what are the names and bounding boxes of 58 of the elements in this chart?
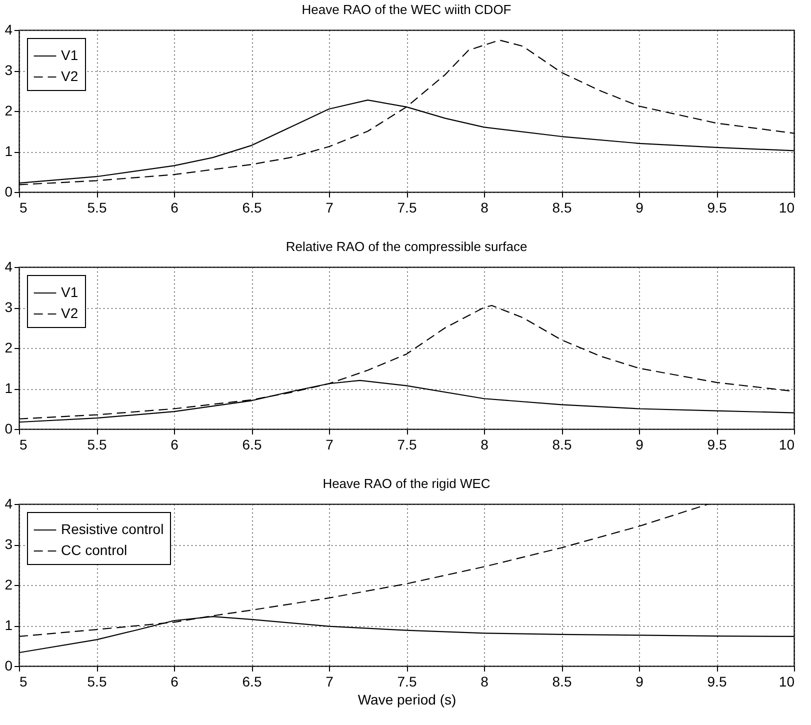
x-tick-label: 6.5	[242, 436, 262, 452]
x-tick-label: 10	[778, 200, 795, 216]
x-tick-label: 9.5	[707, 674, 727, 690]
y-tick-label: 3	[4, 62, 13, 78]
y-tick-label: 2	[4, 340, 13, 356]
x-tick-label: 9	[636, 674, 644, 690]
x-tick-label: 5.5	[87, 200, 107, 216]
y-tick-label: 3	[4, 536, 13, 552]
x-tick-label: 8	[480, 674, 489, 690]
y-tick-label: 1	[4, 617, 13, 633]
legend-label: V2	[61, 305, 78, 321]
x-tick-label: 9	[636, 200, 644, 216]
x-tick-label: 5.5	[87, 436, 107, 452]
x-tick-label: 7.5	[397, 674, 417, 690]
y-tick-label: 4	[4, 22, 13, 38]
y-tick-label: 2	[4, 576, 13, 592]
x-tick-label: 5.5	[87, 674, 107, 690]
chart-title: Heave RAO of the rigid WEC	[322, 476, 490, 491]
x-tick-label: 5	[20, 674, 28, 690]
x-tick-label: 6.5	[242, 200, 262, 216]
x-tick-label: 9	[636, 436, 644, 452]
x-tick-label: 5	[20, 436, 28, 452]
y-tick-label: 4	[4, 258, 13, 274]
x-tick-label: 6	[170, 674, 179, 690]
legend-label: V2	[61, 68, 78, 84]
y-tick-label: 1	[4, 380, 13, 396]
x-tick-label: 9.5	[707, 200, 727, 216]
x-tick-label: 7	[326, 436, 334, 452]
x-tick-label: 6	[170, 436, 179, 452]
x-tick-label: 5	[20, 200, 28, 216]
chart-title: Relative RAO of the compressible surface	[286, 239, 528, 254]
x-tick-label: 8	[480, 436, 489, 452]
x-tick-label: 9.5	[707, 436, 727, 452]
x-tick-label: 6	[170, 200, 179, 216]
x-tick-label: 8.5	[552, 674, 572, 690]
x-tick-label: 6.5	[242, 674, 262, 690]
y-tick-label: 0	[4, 658, 13, 674]
y-tick-label: 1	[4, 143, 13, 159]
x-tick-label: 8.5	[552, 200, 572, 216]
legend-label: Resistive control	[61, 521, 164, 537]
legend-label: V1	[61, 284, 78, 300]
x-tick-label: 7	[326, 674, 334, 690]
x-tick-label: 10	[778, 674, 795, 690]
legend-label: V1	[61, 47, 78, 63]
y-tick-label: 3	[4, 299, 13, 315]
x-tick-label: 8	[480, 200, 489, 216]
y-tick-label: 0	[4, 184, 13, 200]
x-tick-label: 10	[778, 436, 795, 452]
x-tick-label: 7.5	[397, 436, 417, 452]
x-axis-title: Wave period (s)	[358, 692, 456, 708]
x-tick-label: 7.5	[397, 200, 417, 216]
x-tick-label: 7	[326, 200, 334, 216]
y-tick-label: 2	[4, 102, 13, 118]
y-tick-label: 0	[4, 420, 13, 436]
chart-title: Heave RAO of the WEC wiith CDOF	[302, 2, 512, 17]
y-tick-label: 4	[4, 496, 13, 512]
legend-label: CC control	[61, 542, 128, 558]
x-tick-label: 8.5	[552, 436, 572, 452]
